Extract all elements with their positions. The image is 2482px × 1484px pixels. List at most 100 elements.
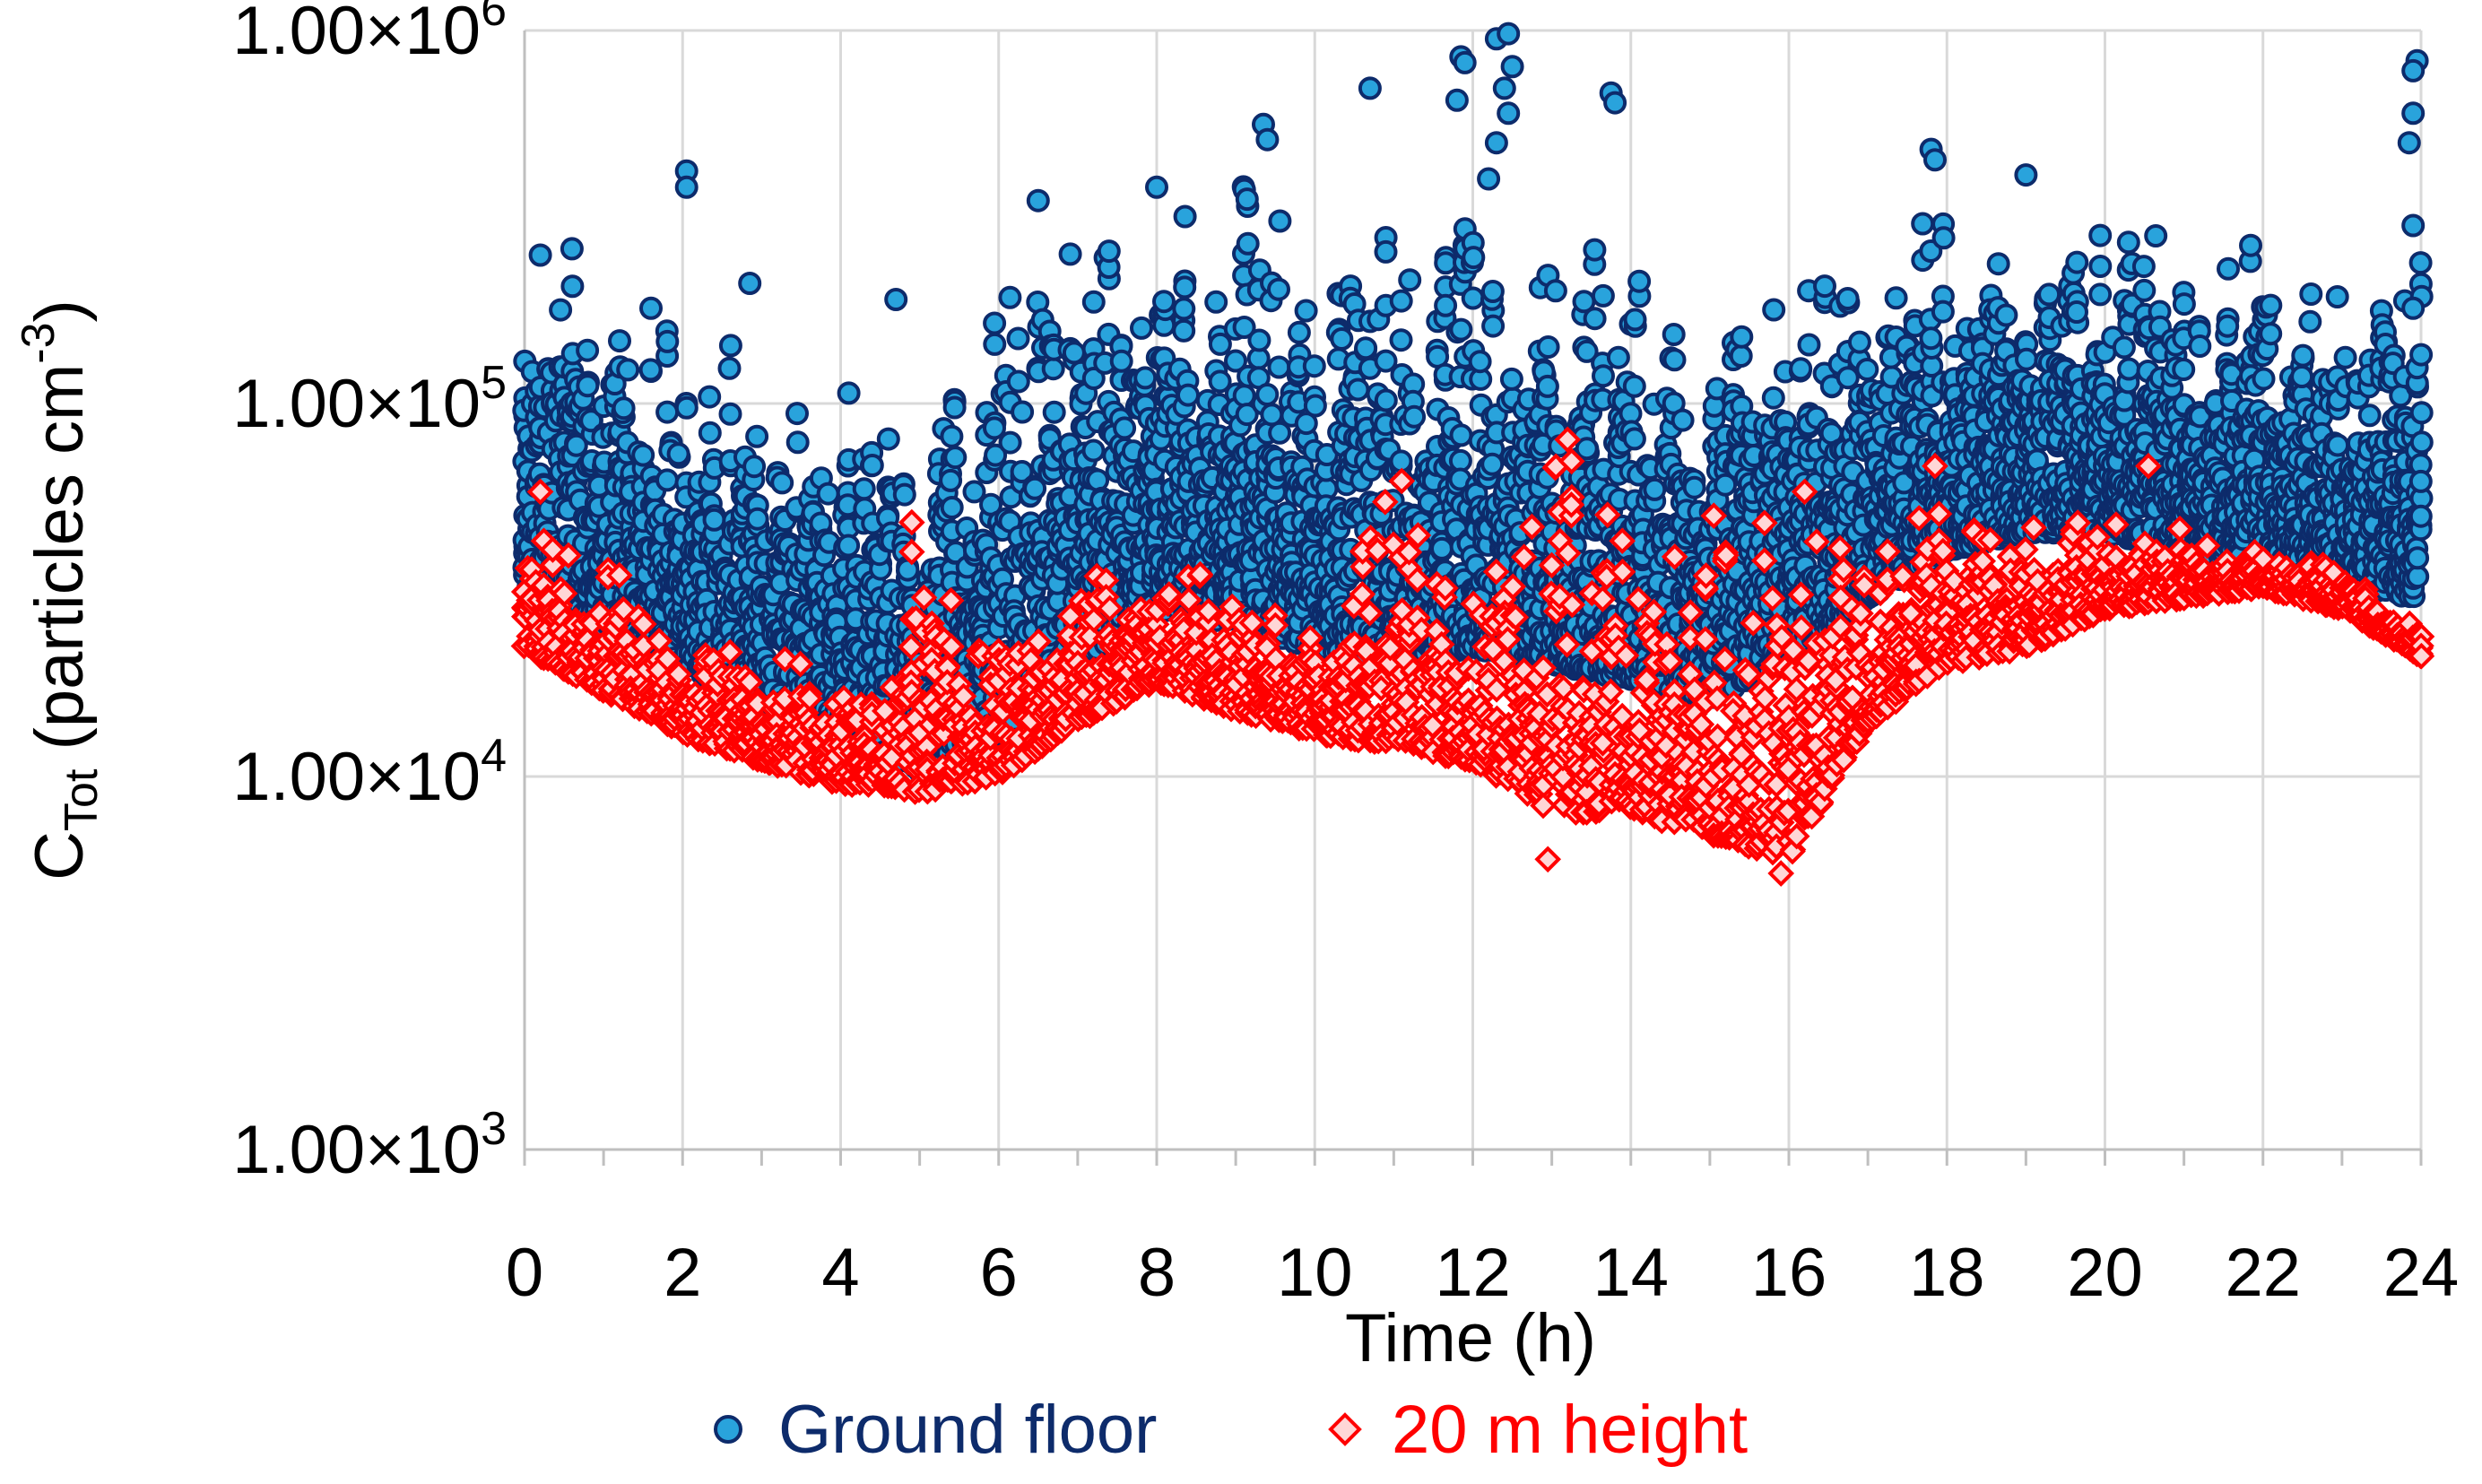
data-point (1398, 268, 1422, 292)
data-point (983, 416, 1006, 440)
data-point (1097, 239, 1121, 264)
data-point (1389, 289, 1413, 313)
data-point (1480, 280, 1505, 303)
data-point (638, 358, 663, 382)
data-point (892, 482, 916, 507)
data-point (576, 374, 600, 398)
data-point (1662, 348, 1687, 372)
data-point (1389, 449, 1413, 473)
data-point (698, 385, 722, 409)
data-point (816, 482, 840, 506)
data-point (1592, 364, 1615, 388)
data-point (1208, 332, 1232, 356)
data-point (616, 358, 640, 382)
data-point (998, 430, 1022, 455)
data-point (1797, 333, 1821, 357)
data-point (564, 433, 588, 457)
data-point (1994, 303, 2018, 327)
data-point (1835, 287, 1860, 310)
data-point (717, 356, 742, 380)
data-point (1006, 326, 1030, 351)
data-point (1919, 326, 1943, 351)
data-point (785, 402, 809, 426)
data-point (1172, 318, 1196, 343)
data-point (1591, 283, 1615, 308)
data-point (1287, 320, 1311, 344)
data-point (2088, 282, 2113, 307)
data-point (837, 534, 861, 558)
data-point (1204, 290, 1228, 314)
data-point (1931, 226, 1956, 250)
data-point (1130, 316, 1153, 340)
data-point (612, 396, 636, 421)
data-point (702, 508, 726, 532)
data-point (1536, 335, 1560, 359)
data-point (2088, 255, 2113, 278)
data-point (1302, 354, 1326, 378)
data-point (1931, 299, 1955, 324)
data-point (674, 395, 699, 420)
data-point (1682, 475, 1706, 499)
data-point (1462, 246, 1486, 270)
data-point (2131, 255, 2156, 279)
data-point (1113, 416, 1137, 440)
data-point (1062, 341, 1086, 365)
data-point (1813, 274, 1836, 299)
data-point (1468, 350, 1492, 374)
data-point (1623, 308, 1647, 332)
data-point (876, 427, 900, 451)
data-point (1330, 327, 1354, 351)
data-point (998, 285, 1022, 309)
data-point (1042, 400, 1066, 424)
data-point (655, 329, 680, 353)
data-point (2037, 282, 2061, 307)
data-point (940, 496, 964, 519)
data-point (1006, 369, 1030, 394)
data-point (698, 421, 722, 445)
data-point (1402, 404, 1427, 429)
data-point (1643, 477, 1667, 501)
data-point (1855, 358, 1879, 381)
data-point (942, 395, 967, 420)
data-point (742, 455, 767, 479)
data-point (1575, 437, 1599, 461)
data-point (1267, 277, 1290, 301)
data-point (1374, 239, 1398, 264)
data-point (1173, 204, 1197, 229)
data-point (943, 446, 968, 470)
data-point (940, 424, 964, 448)
data-point (860, 454, 884, 477)
data-point (1583, 238, 1607, 262)
data-point (1622, 427, 1646, 451)
data-point (745, 507, 769, 531)
data-point (655, 468, 679, 492)
data-point (1535, 374, 1559, 398)
data-point (1434, 251, 1458, 275)
data-point (576, 338, 600, 362)
data-point (1172, 297, 1196, 321)
data-point (852, 477, 876, 501)
data-point (1461, 286, 1485, 310)
data-point (1884, 286, 1908, 310)
data-point (1374, 388, 1398, 412)
data-point (2065, 250, 2089, 274)
data-point (2112, 335, 2136, 360)
data-point (983, 332, 1007, 356)
data-point (1986, 252, 2010, 276)
data-point (1627, 269, 1652, 293)
data-point (1847, 330, 1871, 354)
data-point (1662, 323, 1686, 346)
data-point (1762, 298, 1786, 322)
data-point (1247, 328, 1271, 352)
data-point (1449, 317, 1473, 342)
data-point (1480, 452, 1505, 476)
data-point (1176, 383, 1200, 407)
data-point (608, 329, 631, 353)
data-point (1294, 299, 1318, 323)
data-point (1152, 290, 1176, 314)
data-point (1255, 383, 1280, 406)
data-point (2117, 357, 2141, 381)
data-point (1133, 366, 1158, 390)
data-point (549, 298, 573, 322)
data-point (2116, 230, 2140, 255)
